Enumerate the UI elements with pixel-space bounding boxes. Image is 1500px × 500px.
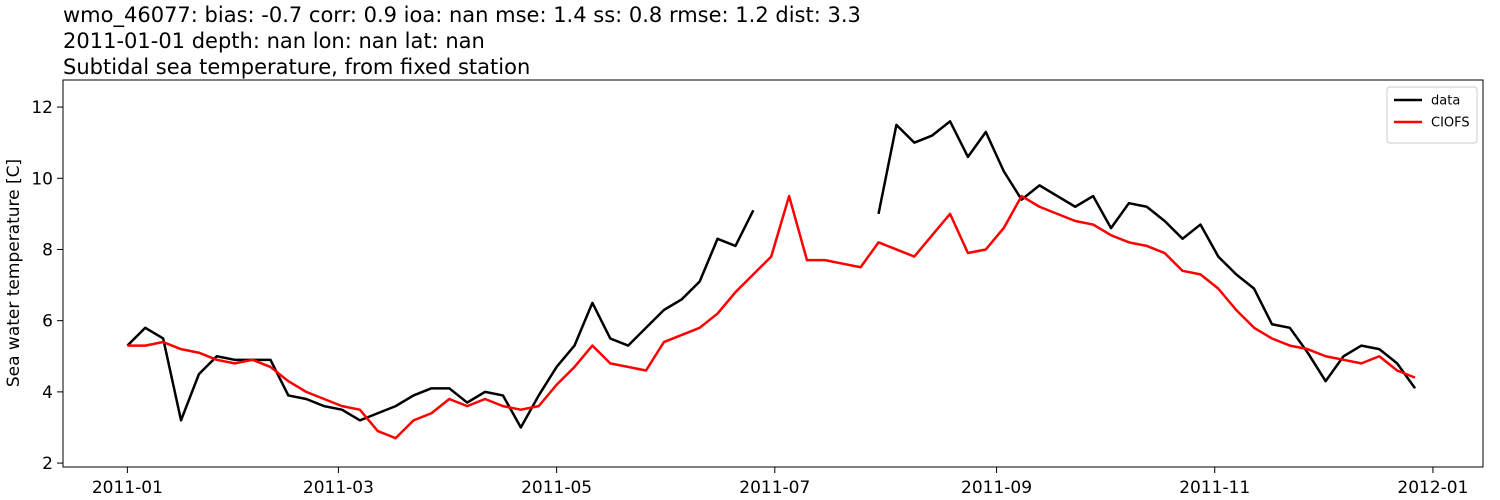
x-tick-label: 2011-03 — [303, 478, 374, 498]
y-tick-label: 6 — [42, 312, 53, 332]
chart-title: 2011-01-01 depth: nan lon: nan lat: nan — [63, 29, 485, 53]
y-tick-label: 12 — [31, 98, 53, 118]
legend-label: CIOFS — [1431, 116, 1470, 131]
data-line — [126, 209, 755, 429]
y-axis-label: Sea water temperature [C] — [4, 159, 24, 387]
plot-frame — [62, 79, 1484, 468]
chart-title: wmo_46077: bias: -0.7 corr: 0.9 ioa: nan… — [63, 3, 861, 28]
data-line — [127, 194, 1416, 440]
data-line — [877, 120, 1417, 390]
x-tick-label: 2012-01 — [1397, 478, 1468, 498]
x-tick-label: 2011-11 — [1179, 478, 1250, 498]
x-tick-label: 2011-09 — [961, 478, 1032, 498]
y-tick-label: 4 — [42, 383, 53, 403]
x-tick-label: 2011-01 — [92, 478, 163, 498]
x-tick-label: 2011-07 — [739, 478, 810, 498]
legend-label: data — [1431, 94, 1460, 109]
x-tick-label: 2011-05 — [521, 478, 592, 498]
y-tick-label: 10 — [31, 169, 53, 189]
y-tick-label: 2 — [42, 454, 53, 474]
y-tick-label: 8 — [42, 240, 53, 260]
chart-title: Subtidal sea temperature, from fixed sta… — [63, 55, 530, 79]
